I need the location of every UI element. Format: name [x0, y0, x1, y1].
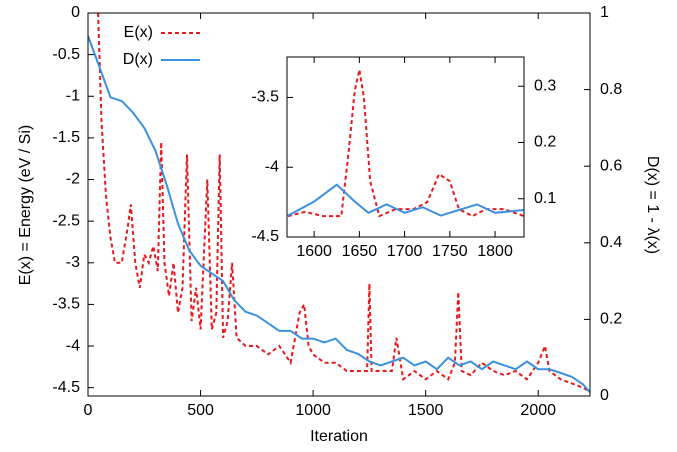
y2-tick-label: 0.2 [534, 134, 556, 151]
y-tick-label: -4 [66, 337, 80, 354]
y-tick-label: -4.5 [251, 228, 279, 245]
x-tick-label: 1750 [432, 243, 468, 260]
x-tick-label: 2000 [520, 402, 556, 419]
y2-tick-label: 0.1 [534, 190, 556, 207]
x-tick-label: 1500 [408, 402, 444, 419]
x-tick-label: 500 [187, 402, 214, 419]
x-tick-label: 1800 [477, 243, 513, 260]
series-line [88, 35, 590, 393]
x-tick-label: 1650 [342, 243, 378, 260]
y-tick-label: -4.5 [52, 379, 80, 396]
y2-tick-label: 0.2 [600, 311, 622, 328]
y-tick-label: -0.5 [52, 46, 80, 63]
y-tick-label: -3.5 [52, 296, 80, 313]
series-line [287, 69, 524, 218]
y-tick-label: -1.5 [52, 129, 80, 146]
x-tick-label: 0 [84, 402, 93, 419]
y2-axis-label: D(x) = 1 - λ(x) [644, 156, 661, 254]
legend-label: D(x) [123, 51, 153, 68]
y2-tick-label: 0.3 [534, 77, 556, 94]
y2-tick-label: 0.6 [600, 157, 622, 174]
y-tick-label: -4 [265, 158, 279, 175]
y2-tick-label: 0.8 [600, 81, 622, 98]
series-line [97, 13, 590, 393]
y-axis-label: E(x) = Energy (eV / Si) [17, 125, 34, 286]
plot-frame [87, 12, 591, 397]
y-tick-label: 0 [71, 4, 80, 21]
x-tick-label: 1700 [387, 243, 423, 260]
legend-label: E(x) [124, 24, 153, 41]
y-tick-label: -2 [66, 171, 80, 188]
x-tick-label: 1600 [296, 243, 332, 260]
y2-tick-label: 0 [600, 387, 609, 404]
x-axis-label: Iteration [310, 428, 368, 445]
plot-frame [286, 56, 525, 238]
y-tick-label: -1 [66, 87, 80, 104]
y2-tick-label: 1 [600, 4, 609, 21]
y2-tick-label: 0.4 [600, 234, 622, 251]
y-tick-label: -3 [66, 254, 80, 271]
x-tick-label: 1000 [295, 402, 331, 419]
y-tick-label: -2.5 [52, 212, 80, 229]
series-line [287, 183, 524, 217]
y-tick-label: -3.5 [251, 89, 279, 106]
